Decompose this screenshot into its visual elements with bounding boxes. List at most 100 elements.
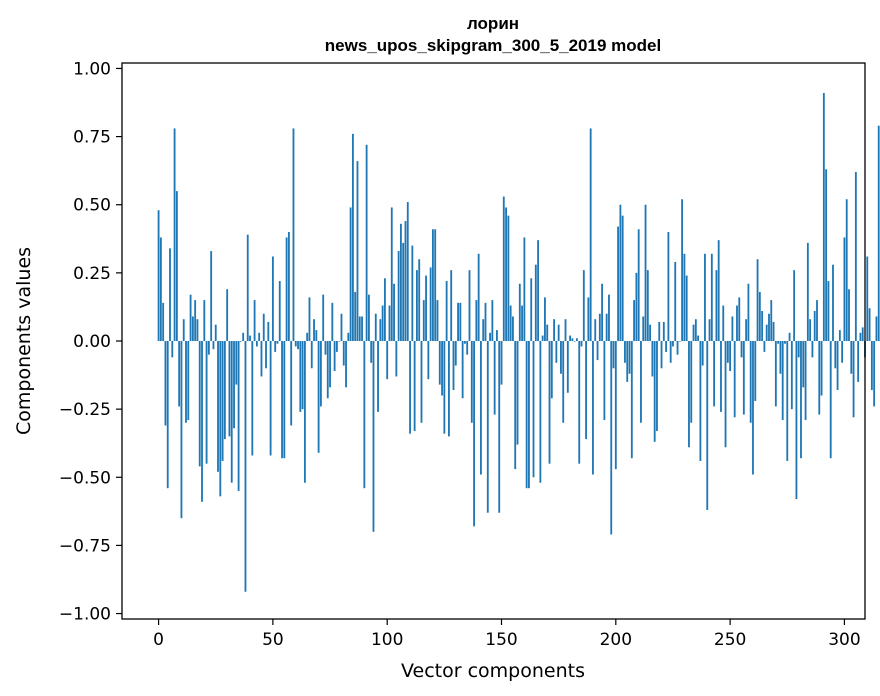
bar-182	[573, 341, 576, 342]
bar-266	[765, 324, 768, 341]
bar-46	[262, 313, 265, 341]
bar-23	[210, 251, 213, 341]
bar-170	[546, 324, 549, 341]
bar-305	[854, 172, 857, 341]
bar-287	[813, 311, 816, 341]
bar-270	[774, 341, 777, 407]
x-tick-label: 100	[371, 630, 403, 650]
bar-275	[786, 341, 789, 461]
y-axis-ticks: 1.00 0.75 0.50 0.25 0.00 −0.25 −0.50 −0.75 −1.00	[59, 59, 122, 625]
bar-202	[619, 204, 622, 341]
bar-178	[564, 319, 567, 341]
bar-271	[777, 341, 780, 344]
bar-136	[468, 270, 471, 341]
bar-152	[505, 207, 507, 341]
bar-258	[747, 283, 750, 341]
y-axis-label: Components values	[13, 247, 35, 435]
bar-29	[223, 341, 226, 440]
bar-79	[338, 341, 341, 342]
bar-122	[436, 300, 439, 341]
bar-87	[356, 161, 359, 341]
bar-58	[290, 341, 293, 426]
bar-148	[496, 330, 498, 341]
bar-108	[404, 221, 407, 341]
bar-105	[397, 251, 400, 341]
bar-7	[173, 128, 176, 341]
bar-260	[752, 341, 754, 475]
bar-204	[624, 341, 626, 363]
bar-225	[672, 341, 674, 347]
bar-279	[795, 341, 798, 500]
bar-130	[454, 341, 457, 366]
bar-90	[363, 341, 366, 489]
bar-268	[770, 300, 773, 341]
bar-199	[612, 341, 615, 369]
bar-188	[587, 297, 590, 341]
bar-264	[761, 311, 764, 341]
bar-221	[662, 321, 665, 341]
bar-256	[742, 341, 745, 415]
bar-176	[560, 341, 562, 374]
bar-134	[464, 341, 466, 344]
y-tick-label: 0.25	[73, 264, 111, 284]
bar-78	[335, 341, 338, 352]
bar-37	[242, 332, 245, 341]
y-tick-label: 0.00	[73, 332, 111, 352]
bar-57	[287, 231, 290, 341]
bar-16	[194, 300, 197, 341]
bar-11	[182, 319, 185, 341]
bar-106	[400, 223, 402, 341]
bar-298	[838, 330, 841, 341]
bar-34	[235, 341, 238, 385]
bar-168	[541, 335, 544, 341]
bar-198	[610, 341, 613, 535]
bar-265	[763, 341, 766, 352]
bar-284	[806, 242, 809, 341]
bar-72	[322, 294, 325, 341]
bar-0	[157, 210, 160, 341]
bar-186	[582, 270, 585, 341]
bar-160	[523, 237, 526, 341]
bar-120	[432, 229, 434, 341]
x-tick-label: 150	[485, 630, 517, 650]
bar-92	[367, 294, 370, 341]
bar-211	[640, 341, 642, 423]
bar-238	[701, 341, 704, 366]
bar-62	[299, 341, 302, 412]
bar-95	[374, 313, 377, 341]
bar-129	[452, 341, 455, 391]
bar-56	[285, 237, 288, 341]
bar-231	[685, 275, 688, 341]
x-axis-ticks: 0 50 100 150 200 250 300	[153, 619, 861, 650]
x-tick-label: 250	[714, 630, 746, 650]
bar-76	[331, 302, 334, 341]
bar-274	[784, 341, 786, 344]
bar-219	[658, 321, 661, 341]
bar-53	[278, 281, 281, 341]
bar-111	[411, 245, 414, 341]
bar-9	[178, 341, 181, 407]
bar-303	[850, 341, 853, 374]
bar-201	[617, 226, 620, 341]
bar-43	[255, 341, 258, 347]
bar-81	[342, 341, 345, 366]
bar-138	[473, 341, 475, 527]
bar-174	[555, 341, 558, 363]
bar-12	[185, 341, 187, 423]
bar-146	[491, 300, 494, 341]
bar-280	[797, 341, 800, 358]
bar-167	[539, 341, 542, 483]
bar-4	[166, 341, 169, 489]
bar-285	[809, 319, 812, 341]
bar-158	[518, 283, 521, 341]
bar-48	[267, 321, 270, 341]
bar-247	[722, 305, 725, 341]
bar-125	[443, 341, 446, 434]
bar-68	[313, 319, 315, 341]
bar-88	[358, 316, 361, 341]
bar-151	[502, 196, 505, 341]
bar-172	[550, 341, 553, 399]
bar-6	[171, 341, 174, 358]
bar-203	[621, 215, 624, 341]
